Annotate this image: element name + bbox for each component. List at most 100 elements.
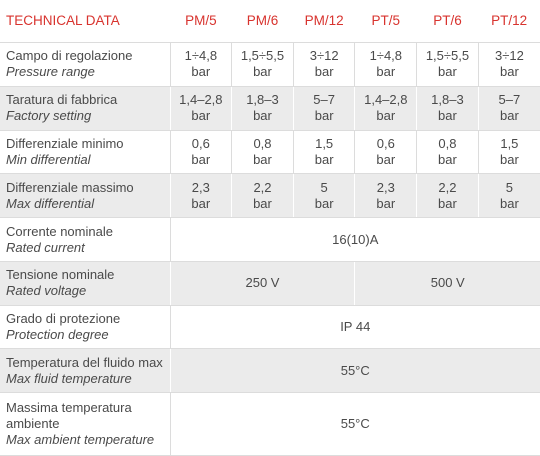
cell-value: 1,4–2,8 bbox=[364, 92, 408, 108]
column-header: PT/12 bbox=[478, 0, 540, 43]
value-cell: 3÷12 bar bbox=[477, 42, 540, 87]
cell-unit: bar bbox=[376, 151, 396, 167]
cell-unit: bar bbox=[499, 195, 519, 211]
label-en: Protection degree bbox=[6, 327, 109, 343]
value-cell: 1÷4,8 bar bbox=[169, 42, 232, 87]
column-header: PT/6 bbox=[416, 0, 479, 43]
label-it: Campo di regolazione bbox=[6, 48, 133, 64]
label-en: Rated voltage bbox=[6, 283, 87, 299]
cell-value: 1,8–3 bbox=[246, 92, 279, 108]
cell-value: 3÷12 bbox=[494, 48, 524, 64]
cell-value: 0,8 bbox=[253, 135, 272, 151]
cell-value: 2,2 bbox=[253, 179, 272, 195]
column-header: PT/5 bbox=[354, 0, 417, 43]
cell-value: 1,5÷5,5 bbox=[425, 48, 470, 64]
cell-unit: bar bbox=[376, 108, 396, 124]
table-row: Taratura di fabbrica Factory setting 1,4–2… bbox=[0, 86, 540, 131]
label-en: Pressure range bbox=[6, 64, 95, 80]
cell-value: 55°C bbox=[340, 362, 370, 378]
label-it: Grado di protezione bbox=[6, 311, 121, 327]
value-cell: 0,8 bar bbox=[416, 130, 479, 175]
row-label: Tensione nominale Rated voltage bbox=[0, 261, 170, 306]
value-cell: 1,8–3 bar bbox=[231, 86, 294, 131]
label-it: Differenziale massimo bbox=[6, 179, 134, 195]
value-cell: 1,4–2,8 bar bbox=[169, 86, 232, 131]
value-cell: 0,6 bar bbox=[354, 130, 417, 175]
label-en: Rated current bbox=[6, 239, 85, 255]
cell-unit: bar bbox=[253, 108, 272, 124]
value-cell: 2,3 bar bbox=[354, 173, 417, 219]
value-cell: 3÷12 bar bbox=[292, 42, 355, 87]
label-en: Factory setting bbox=[6, 108, 92, 124]
column-header: PM/12 bbox=[293, 0, 355, 43]
cell-unit: bar bbox=[253, 64, 272, 80]
value-cell: 2,3 bar bbox=[169, 173, 232, 219]
table-row: Differenziale massimo Max differential 2,3… bbox=[0, 173, 540, 219]
row-label: Corrente nominale Rated current bbox=[0, 217, 170, 262]
cell-unit: bar bbox=[438, 195, 457, 211]
cell-value: 0,8 bbox=[438, 135, 457, 151]
value-cell: 16(10)A bbox=[169, 217, 540, 262]
cell-unit: bar bbox=[314, 64, 334, 80]
cell-unit: bar bbox=[191, 108, 211, 124]
table-row: Campo di regolazione Pressure range 1÷4,8 b… bbox=[0, 42, 540, 87]
cell-value: IP 44 bbox=[340, 319, 371, 335]
cell-unit: bar bbox=[438, 151, 457, 167]
value-cell: 1÷4,8 bar bbox=[354, 42, 417, 87]
table-row: Temperatura del fluido max Max fluid temp… bbox=[0, 348, 540, 394]
cell-value: 250 V bbox=[245, 275, 280, 291]
label-it: Differenziale minimo bbox=[6, 135, 124, 151]
value-cell: 0,6 bar bbox=[169, 130, 232, 175]
cell-unit: bar bbox=[191, 151, 211, 167]
label-it: Temperatura del fluido max bbox=[6, 354, 163, 370]
row-label: Campo di regolazione Pressure range bbox=[0, 42, 170, 87]
value-cell: 2,2 bar bbox=[231, 173, 294, 219]
cell-value: 2,3 bbox=[191, 179, 210, 195]
cell-unit: bar bbox=[499, 151, 519, 167]
cell-value: 2,2 bbox=[438, 179, 457, 195]
value-cell: IP 44 bbox=[169, 305, 540, 350]
cell-value: 2,3 bbox=[376, 179, 395, 195]
cell-value: 5 bbox=[320, 179, 328, 195]
table-row: Tensione nominale Rated voltage 250 V 500 V bbox=[0, 261, 540, 306]
value-cell: 1,8–3 bar bbox=[416, 86, 479, 131]
cell-value: 0,6 bbox=[191, 135, 210, 151]
label-it: Taratura di fabbrica bbox=[6, 92, 118, 108]
header-row: TECHNICAL DATA PM/5 PM/6 PM/12 PT/5 PT/6 PT/1… bbox=[0, 0, 540, 43]
column-header: PM/6 bbox=[231, 0, 294, 43]
cell-value: 55°C bbox=[340, 416, 370, 432]
value-cell: 1,5 bar bbox=[292, 130, 355, 175]
cell-value: 3÷12 bbox=[309, 48, 339, 64]
cell-value: 500 V bbox=[430, 275, 465, 291]
row-label: Differenziale massimo Max differential bbox=[0, 173, 170, 219]
cell-value: 5–7 bbox=[313, 92, 335, 108]
value-cell: 1,5÷5,5 bar bbox=[231, 42, 294, 87]
label-en: Max ambient temperature bbox=[6, 432, 155, 448]
cell-unit: bar bbox=[191, 64, 211, 80]
cell-unit: bar bbox=[438, 108, 457, 124]
cell-value: 1÷4,8 bbox=[184, 48, 218, 64]
cell-unit: bar bbox=[314, 151, 334, 167]
cell-unit: bar bbox=[253, 151, 272, 167]
cell-value: 1,4–2,8 bbox=[179, 92, 223, 108]
cell-unit: bar bbox=[438, 64, 457, 80]
cell-value: 1,8–3 bbox=[431, 92, 464, 108]
table-row: Differenziale minimo Min differential 0,6 b… bbox=[0, 130, 540, 175]
cell-value: 1÷4,8 bbox=[369, 48, 403, 64]
value-cell: 5 bar bbox=[292, 173, 355, 219]
label-it: Massima temperatura ambiente bbox=[6, 400, 132, 432]
cell-value: 0,6 bbox=[376, 135, 395, 151]
cell-unit: bar bbox=[376, 64, 396, 80]
label-en: Max differential bbox=[6, 195, 95, 211]
column-header: PM/5 bbox=[170, 0, 232, 43]
cell-value: 5 bbox=[505, 179, 513, 195]
row-label: Massima temperatura ambiente Max ambient … bbox=[0, 392, 170, 456]
cell-unit: bar bbox=[314, 195, 334, 211]
table-row: Grado di protezione Protection degree IP 4… bbox=[0, 305, 540, 350]
label-en: Max fluid temperature bbox=[6, 370, 132, 386]
cell-unit: bar bbox=[191, 195, 211, 211]
value-cell: 5 bar bbox=[477, 173, 540, 219]
cell-value: 1,5 bbox=[315, 135, 334, 151]
row-label: Temperatura del fluido max Max fluid temp… bbox=[0, 348, 170, 394]
